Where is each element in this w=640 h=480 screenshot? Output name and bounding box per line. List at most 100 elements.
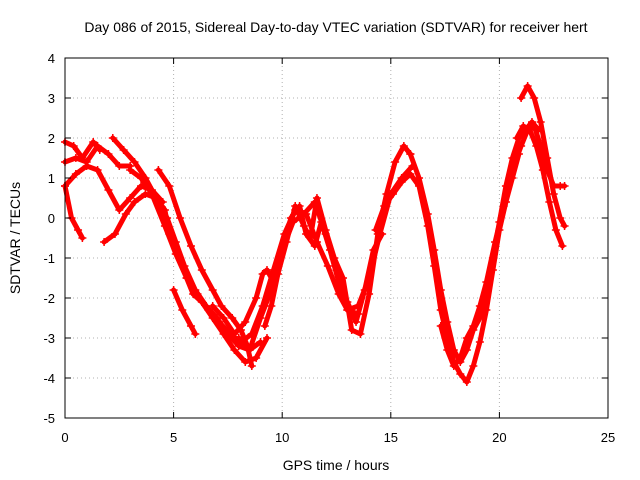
- data-point: [456, 370, 465, 378]
- data-point: [530, 94, 539, 102]
- data-point: [549, 190, 558, 198]
- data-point: [462, 334, 471, 342]
- series-trace: [62, 183, 85, 241]
- data-point: [208, 302, 217, 310]
- data-point: [560, 182, 569, 190]
- data-point: [519, 122, 528, 130]
- data-point: [556, 214, 565, 222]
- x-tick-label: 10: [275, 430, 289, 445]
- data-point: [74, 226, 83, 234]
- data-point: [321, 226, 330, 234]
- y-tick-label: 0: [48, 211, 55, 226]
- data-point: [499, 202, 508, 210]
- data-point: [543, 154, 552, 162]
- data-point: [93, 166, 102, 174]
- data-point: [228, 314, 237, 322]
- data-point: [339, 274, 348, 282]
- data-point: [436, 286, 445, 294]
- data-point: [388, 190, 397, 198]
- data-point: [443, 346, 452, 354]
- data-point: [436, 322, 445, 330]
- data-point: [219, 314, 228, 322]
- data-point: [415, 174, 424, 182]
- x-axis-label: GPS time / hours: [283, 457, 390, 473]
- data-point: [267, 302, 276, 310]
- data-point: [100, 238, 109, 246]
- data-point: [186, 242, 195, 250]
- series-layer: [61, 82, 569, 386]
- data-point: [176, 214, 185, 222]
- x-tick-label: 20: [492, 430, 506, 445]
- data-point: [252, 294, 261, 302]
- series-pass-17: [517, 82, 569, 230]
- data-point: [291, 202, 300, 210]
- data-point: [536, 118, 545, 126]
- data-point: [391, 158, 400, 166]
- data-point: [191, 330, 200, 338]
- data-point: [443, 318, 452, 326]
- data-point: [530, 122, 539, 130]
- data-point: [560, 222, 569, 230]
- data-point: [197, 266, 206, 274]
- data-point: [119, 146, 128, 154]
- data-point: [241, 358, 250, 366]
- data-point: [215, 318, 224, 326]
- data-point: [512, 134, 521, 142]
- data-point: [147, 190, 156, 198]
- data-point: [306, 234, 315, 242]
- data-point: [115, 162, 124, 170]
- data-point: [525, 126, 534, 134]
- data-point: [462, 378, 471, 386]
- data-point: [517, 94, 526, 102]
- data-point: [273, 270, 282, 278]
- data-point: [262, 334, 271, 342]
- series-trace: [407, 119, 541, 365]
- data-point: [371, 226, 380, 234]
- data-point: [469, 322, 478, 330]
- series-pass-18: [512, 122, 567, 250]
- data-point: [93, 142, 102, 150]
- data-point: [469, 362, 478, 370]
- data-point: [178, 306, 187, 314]
- data-point: [82, 162, 91, 170]
- data-point: [115, 206, 124, 214]
- y-tick-label: 1: [48, 171, 55, 186]
- data-point: [397, 178, 406, 186]
- data-point: [241, 318, 250, 326]
- data-point: [108, 134, 117, 142]
- data-point: [89, 138, 98, 146]
- data-point: [312, 194, 321, 202]
- x-tick-label: 0: [61, 430, 68, 445]
- data-point: [204, 306, 213, 314]
- y-tick-label: -3: [43, 331, 55, 346]
- data-point: [137, 174, 146, 182]
- data-point: [130, 198, 139, 206]
- data-point: [517, 142, 526, 150]
- data-point: [475, 338, 484, 346]
- data-point: [71, 154, 80, 162]
- series-pass-10: [169, 286, 200, 338]
- x-tick-label: 5: [170, 430, 177, 445]
- data-point: [208, 286, 217, 294]
- y-tick-label: -1: [43, 251, 55, 266]
- data-point: [430, 246, 439, 254]
- data-point: [247, 362, 256, 370]
- data-point: [121, 210, 130, 218]
- data-point: [154, 166, 163, 174]
- data-point: [110, 230, 119, 238]
- data-point: [69, 142, 78, 150]
- y-tick-label: 3: [48, 91, 55, 106]
- data-point: [256, 314, 265, 322]
- data-point: [169, 286, 178, 294]
- data-point: [299, 222, 308, 230]
- data-point: [234, 334, 243, 342]
- data-point: [71, 170, 80, 178]
- data-point: [217, 302, 226, 310]
- data-point: [406, 170, 415, 178]
- data-point: [165, 182, 174, 190]
- data-point: [230, 346, 239, 354]
- data-point: [406, 150, 415, 158]
- data-point: [171, 250, 180, 258]
- data-point: [193, 290, 202, 298]
